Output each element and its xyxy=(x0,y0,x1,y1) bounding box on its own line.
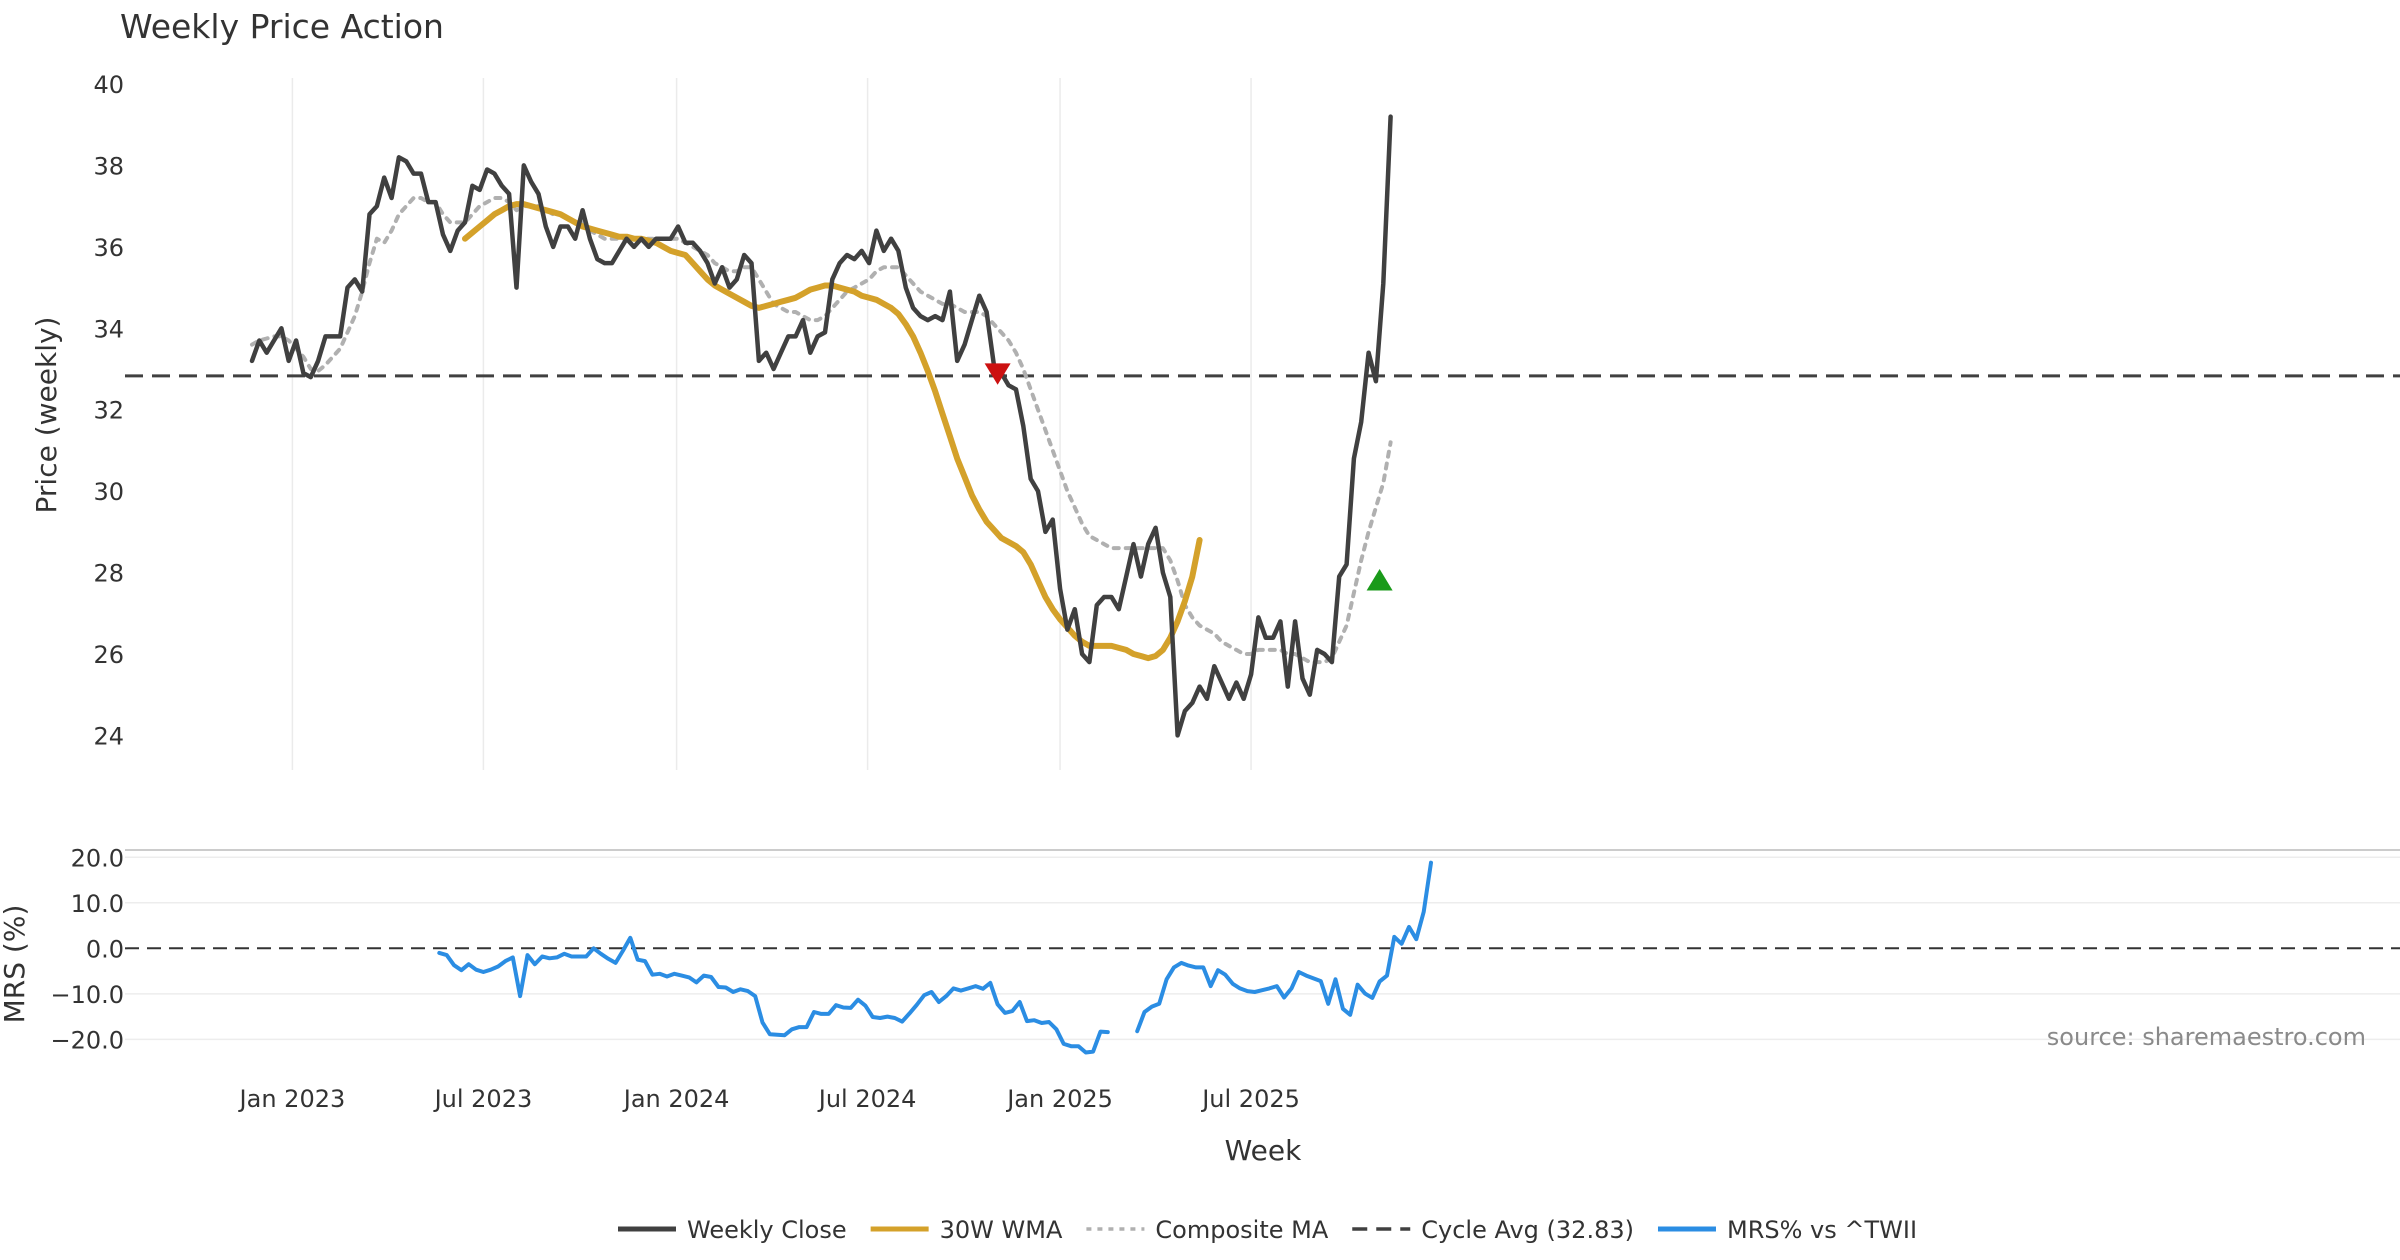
mrs-panel: 20.0 10.0 0.0 −10.0 −20.0 xyxy=(50,844,2400,1055)
x-axis-label: Week xyxy=(1225,1134,1302,1167)
legend-label: MRS% vs ^TWII xyxy=(1727,1216,1917,1244)
price-y-tick-label: 34 xyxy=(93,315,124,343)
price-series xyxy=(249,114,1393,738)
source-annotation: source: sharemaestro.com xyxy=(2047,1023,2366,1051)
legend-item: 30W WMA xyxy=(870,1216,1063,1244)
x-tick-label: Jan 2025 xyxy=(1005,1085,1113,1113)
price-y-axis: 24 26 28 30 32 34 36 38 40 xyxy=(93,71,124,750)
x-tick-label: Jul 2025 xyxy=(1200,1085,1300,1113)
mrs-y-tick-label: 10.0 xyxy=(71,890,124,918)
legend-item: Cycle Avg (32.83) xyxy=(1352,1216,1634,1244)
legend-label: Cycle Avg (32.83) xyxy=(1421,1216,1634,1244)
sell-signal-marker xyxy=(984,363,1011,385)
price-y-tick-label: 36 xyxy=(93,234,124,262)
mrs-grid xyxy=(125,856,2400,1041)
price-y-tick-label: 38 xyxy=(93,152,124,180)
buy-signal-marker xyxy=(1366,569,1393,591)
price-y-tick-label: 26 xyxy=(93,641,124,669)
mrs-y-tick-label: −10.0 xyxy=(50,981,124,1009)
mrs-y-tick-label: 20.0 xyxy=(71,844,124,872)
legend: Weekly Close 30W WMA Composite MA Cycle Avg… xyxy=(618,1216,1917,1244)
weekly-close-line xyxy=(249,114,1393,738)
mrs-line xyxy=(437,935,1110,1055)
legend-label: 30W WMA xyxy=(940,1216,1063,1244)
price-panel: 24 26 28 30 32 34 36 38 40 xyxy=(93,71,2400,770)
x-tick-label: Jul 2023 xyxy=(433,1085,533,1113)
price-grid xyxy=(291,78,1252,770)
mrs-series xyxy=(437,860,1433,1055)
mrs-y-tick-label: 0.0 xyxy=(86,935,124,963)
price-y-tick-label: 28 xyxy=(93,560,124,588)
price-y-tick-label: 32 xyxy=(93,397,124,425)
x-tick-label: Jul 2024 xyxy=(817,1085,917,1113)
composite-ma-line xyxy=(250,196,1393,665)
price-y-axis-label: Price (weekly) xyxy=(30,317,63,514)
chart-title: Weekly Price Action xyxy=(120,7,444,46)
mrs-y-axis: 20.0 10.0 0.0 −10.0 −20.0 xyxy=(50,844,124,1054)
mrs-line xyxy=(1135,860,1433,1034)
price-y-tick-label: 40 xyxy=(93,71,124,99)
price-y-tick-label: 24 xyxy=(93,722,124,750)
legend-item: Composite MA xyxy=(1086,1216,1329,1244)
x-axis: Jan 2023 Jul 2023 Jan 2024 Jul 2024 Jan 2025… xyxy=(238,1085,1300,1113)
legend-label: Weekly Close xyxy=(687,1216,847,1244)
legend-item: Weekly Close xyxy=(618,1216,847,1244)
legend-item: MRS% vs ^TWII xyxy=(1657,1216,1917,1244)
signal-markers xyxy=(984,363,1393,591)
mrs-y-tick-label: −20.0 xyxy=(50,1026,124,1054)
x-tick-label: Jan 2023 xyxy=(238,1085,346,1113)
mrs-y-axis-label: MRS (%) xyxy=(0,905,31,1024)
x-tick-label: Jan 2024 xyxy=(622,1085,730,1113)
legend-label: Composite MA xyxy=(1155,1216,1328,1244)
price-y-tick-label: 30 xyxy=(93,478,124,506)
30w-wma-line xyxy=(462,201,1203,662)
